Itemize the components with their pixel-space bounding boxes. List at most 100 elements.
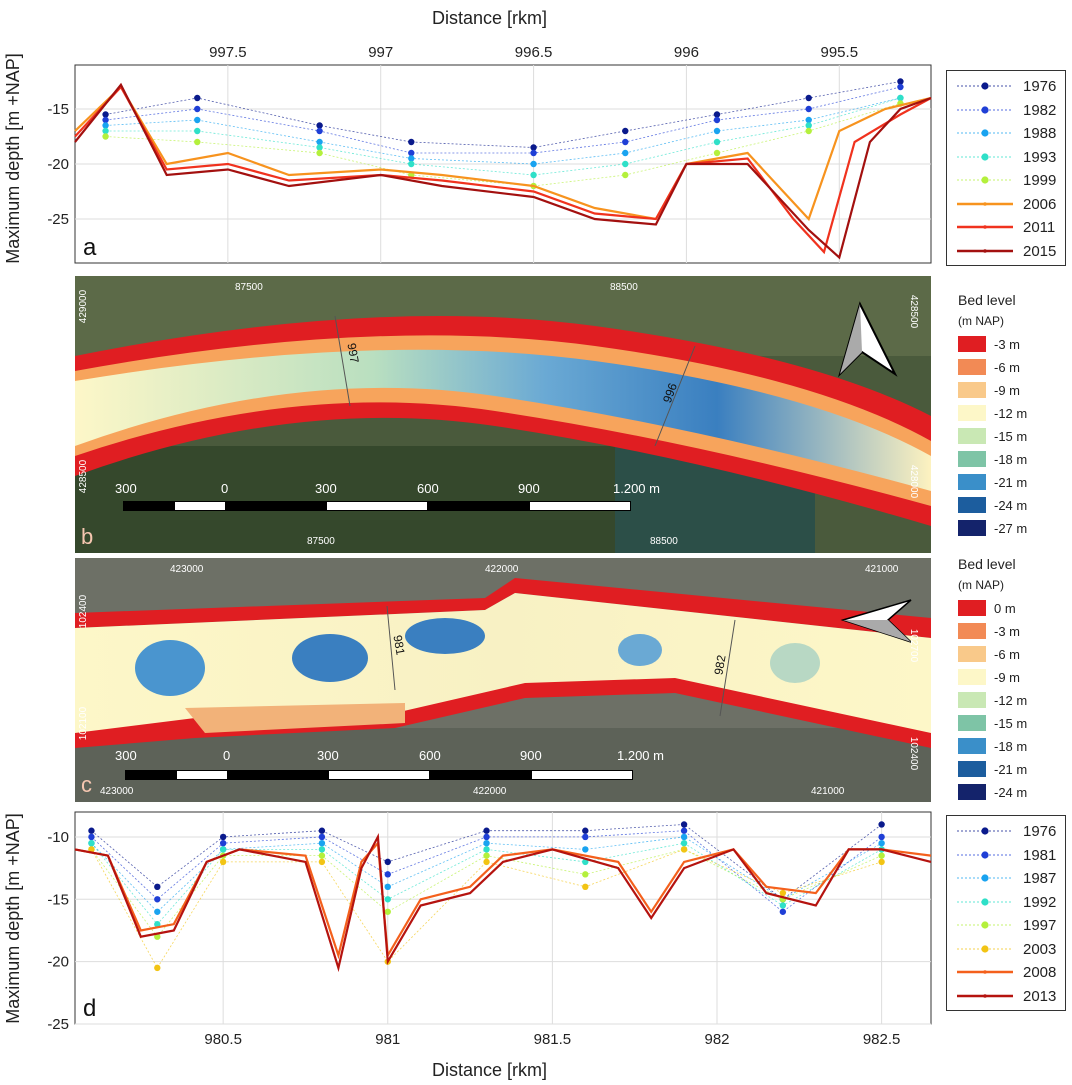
x-tick-label: 995.5 [821, 44, 859, 61]
panel-letter-a: a [83, 234, 97, 261]
legend-item-1993: 1993 [947, 146, 1065, 170]
scale-label-2: 0 [223, 748, 231, 763]
legend-label: 1981 [1023, 846, 1057, 864]
data-point [88, 833, 95, 841]
colorbar-swatch [958, 520, 986, 536]
grid-label-right-2: 428000 [908, 464, 920, 499]
data-point [622, 127, 629, 135]
grid-label-bottom-3: 421000 [811, 786, 845, 797]
legend-marker [957, 921, 1013, 929]
series-line [74, 85, 932, 222]
data-point [530, 149, 537, 157]
data-point [713, 116, 721, 124]
legend-marker [957, 874, 1013, 882]
data-point [713, 127, 721, 135]
data-point [713, 111, 721, 118]
grid-label-right-1: 102700 [908, 628, 920, 663]
colorbar-label: -24 m [994, 498, 1028, 513]
scale-label-1: 300 [115, 748, 137, 763]
bottom-axis-title: Distance [rkm] [432, 1060, 548, 1080]
colorbar-label: -21 m [994, 475, 1028, 490]
series-2011 [74, 85, 932, 255]
data-point [530, 144, 537, 151]
data-point [878, 858, 885, 866]
legend-label: 2003 [1023, 940, 1057, 958]
x-tick-label: 996.5 [515, 44, 553, 61]
series-line [91, 842, 882, 925]
data-point [219, 839, 227, 847]
data-point [805, 127, 812, 135]
data-point [680, 839, 688, 847]
data-point [318, 858, 326, 866]
colorbar-label: -9 m [994, 670, 1020, 685]
series-1976 [102, 78, 904, 151]
scale-label-5: 900 [518, 481, 540, 496]
colorbar-b-title: Bed level [958, 292, 1016, 308]
series-line [91, 830, 882, 913]
legend-item-2006: 2006 [947, 193, 1065, 217]
map-b: 87500 88500 87500 88500 429000 428500 42… [75, 276, 931, 553]
data-point [384, 883, 391, 891]
data-point [483, 846, 490, 853]
grid-label-top-1: 87500 [235, 282, 263, 293]
colorbar-swatch [958, 738, 986, 754]
legend-label: 1982 [1023, 101, 1057, 119]
legend-item-1988: 1988 [947, 122, 1065, 146]
series-2015 [74, 82, 932, 260]
colorbar-label: -12 m [994, 693, 1028, 708]
legend-a: 1976 1982 1988 1993 1999 2006 2011 2015 [946, 70, 1066, 266]
data-point [194, 105, 201, 113]
series-2003 [88, 846, 885, 972]
data-point [154, 933, 161, 940]
data-point [530, 171, 537, 179]
data-point [154, 883, 161, 891]
colorbar-label: -6 m [994, 360, 1020, 375]
data-point [408, 155, 415, 162]
colorbar-label: -18 m [994, 739, 1028, 754]
data-point [582, 846, 589, 853]
legend-marker [957, 129, 1013, 137]
north-arrow-icon [837, 301, 898, 378]
legend-label: 1997 [1023, 917, 1057, 934]
colorbar-label: -15 m [994, 716, 1028, 731]
legend-label: 1992 [1023, 893, 1057, 911]
legend-marker [957, 225, 1013, 229]
colorbar-swatch [958, 405, 986, 421]
data-point [897, 83, 904, 91]
data-point [483, 852, 490, 859]
x-tick-label: 982.5 [863, 1031, 901, 1048]
data-point [318, 852, 326, 859]
legend-label: 2008 [1023, 964, 1057, 981]
data-point [384, 896, 391, 903]
y-tick-label: -25 [47, 1016, 69, 1033]
grid-label-bottom-2: 88500 [650, 536, 678, 547]
panel-letter-b: b [81, 524, 94, 549]
legend-marker [957, 105, 1013, 114]
colorbar-swatch [958, 497, 986, 513]
legend-marker [957, 201, 1013, 206]
data-point [680, 821, 688, 828]
data-point [194, 116, 201, 124]
scale-label-4: 600 [419, 748, 441, 763]
legend-item-2013: 2013 [947, 985, 1065, 1009]
y-tick-label: -15 [47, 891, 69, 908]
legend-marker [957, 970, 1013, 974]
colorbar-swatch [958, 784, 986, 800]
series-1993 [102, 94, 904, 179]
legend-label: 1993 [1023, 148, 1057, 166]
legend-item-1981: 1981 [947, 844, 1065, 868]
legend-label: 1976 [1023, 823, 1057, 840]
data-point [219, 846, 227, 853]
data-point [194, 94, 201, 102]
scale-label-4: 600 [417, 481, 439, 496]
grid-label-top-2: 88500 [610, 282, 638, 293]
colorbar-swatch [958, 428, 986, 444]
scale-label-6: 1.200 m [613, 481, 660, 496]
legend-item-2008: 2008 [947, 961, 1065, 985]
series-line [105, 97, 901, 165]
grid-label-left-2: 102100 [78, 706, 90, 741]
legend-item-1976: 1976 [947, 820, 1065, 844]
data-point [408, 138, 415, 146]
data-point [483, 858, 490, 866]
legend-marker [957, 944, 1013, 953]
